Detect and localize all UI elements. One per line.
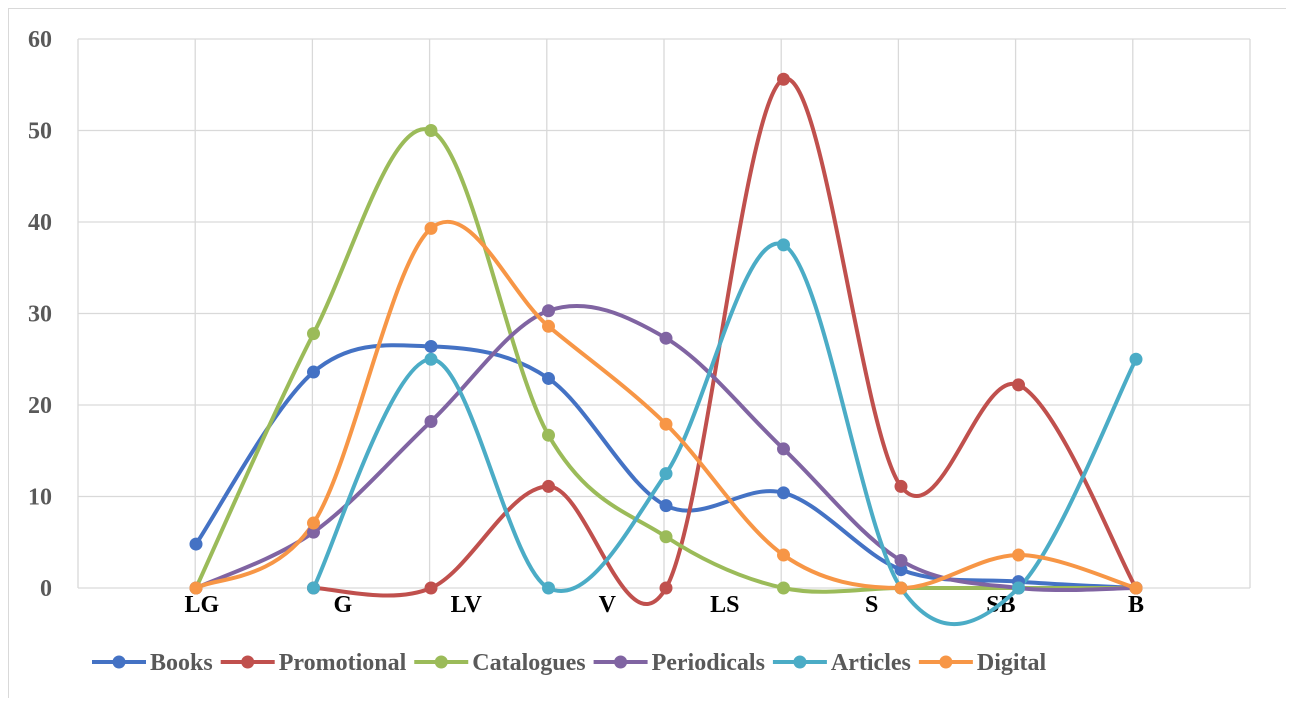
data-point-catalogues [777,581,790,595]
data-point-articles [1129,352,1143,366]
data-point-books [424,339,438,353]
x-category-label: LG [185,592,220,618]
data-point-promotional [659,581,673,595]
data-point-digital [307,516,320,530]
data-point-books [542,371,555,385]
legend-label: Periodicals [652,650,765,676]
data-point-articles [659,467,673,481]
data-point-articles [1012,581,1025,595]
data-point-articles [424,352,438,366]
data-point-articles [307,581,320,595]
x-category-label: G [334,592,353,618]
data-point-digital [1129,581,1143,595]
chart-frame [8,8,1286,698]
legend: Books Promotional Catalogues Periodicals Art… [92,650,1047,676]
data-point-promotional [542,479,555,493]
data-point-catalogues [307,327,320,341]
legend-label: Digital [977,650,1047,676]
data-point-digital [894,581,908,595]
x-category-label: B [1128,592,1144,618]
series-line-promotional [311,77,1138,606]
data-point-catalogues [424,124,438,137]
data-point-promotional [777,72,790,86]
data-point-promotional [894,479,908,493]
y-tick-label: 60 [28,27,52,53]
y-axis-ticks: 0 10 20 30 40 50 60 [28,27,52,602]
legend-item-articles: Articles [772,650,911,676]
legend-swatch-marker [434,655,448,669]
data-point-catalogues [659,530,673,544]
data-point-periodicals [424,414,438,428]
legend-label: Catalogues [472,650,585,676]
series-line-catalogues [194,127,1138,594]
data-point-articles [777,238,790,252]
data-point-catalogues [542,428,555,442]
grid [77,38,1251,589]
legend-label: Books [150,650,213,676]
x-category-label: S [865,592,878,618]
legend-item-catalogues: Catalogues [414,650,586,676]
series-line-articles [311,241,1138,627]
x-category-label: V [599,592,617,618]
x-category-label: LS [710,592,739,618]
data-point-promotional [424,581,438,595]
data-point-periodicals [894,554,908,568]
data-point-books [307,365,320,379]
y-tick-label: 30 [28,302,52,328]
y-tick-label: 20 [28,393,52,419]
legend-item-books: Books [92,650,213,676]
y-tick-label: 10 [28,485,52,511]
data-point-periodicals [659,331,673,345]
data-point-books [894,563,908,577]
legend-swatch-marker [241,655,255,669]
data-point-articles [542,581,555,595]
data-point-periodicals [307,525,320,539]
x-axis-categories: LG G LV V LS S SB B [185,592,1144,618]
data-point-digital [1012,548,1025,562]
y-tick-label: 50 [28,119,52,145]
y-tick-label: 0 [40,576,52,602]
legend-item-periodicals: Periodicals [593,650,765,676]
data-point-books [659,499,673,513]
series-line-periodicals [194,303,1138,593]
data-point-digital [777,548,790,562]
data-point-digital [542,319,555,333]
legend-label: Promotional [279,650,407,676]
legend-item-digital: Digital [918,650,1047,676]
x-category-label: LV [451,592,483,618]
series-markers [189,72,1143,595]
legend-item-promotional: Promotional [220,650,407,676]
series-line-books [194,343,1138,590]
data-point-digital [659,417,673,431]
legend-swatch-marker [614,655,628,669]
y-tick-label: 40 [28,210,52,236]
data-point-promotional [1012,378,1025,392]
data-point-books [777,486,790,500]
data-point-digital [424,221,438,235]
legend-swatch-marker [939,655,953,669]
data-point-periodicals [542,304,555,318]
data-point-digital [189,581,203,595]
legend-swatch-marker [793,655,807,669]
legend-swatch-marker [112,655,126,669]
data-point-books [189,537,203,551]
data-point-periodicals [777,442,790,456]
legend-label: Articles [831,650,911,676]
series-line-digital [194,219,1138,590]
